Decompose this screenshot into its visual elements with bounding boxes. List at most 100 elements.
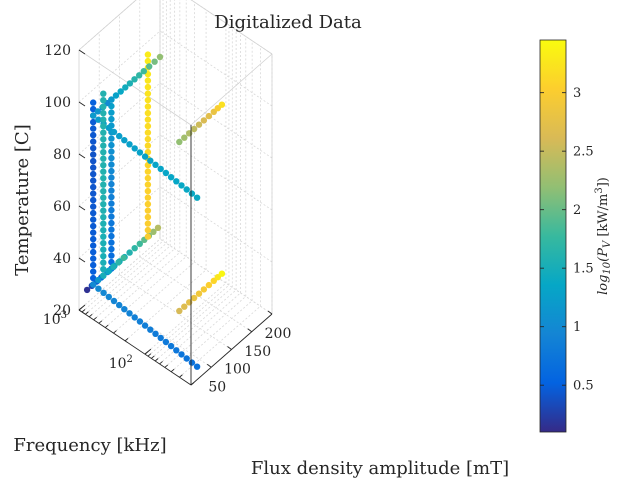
data-point bbox=[90, 170, 97, 178]
grid-line bbox=[159, 82, 273, 159]
y-minor-tick bbox=[124, 338, 129, 342]
data-point bbox=[131, 76, 138, 83]
data-point bbox=[108, 148, 115, 155]
data-point bbox=[108, 174, 115, 181]
data-point bbox=[195, 290, 203, 297]
y-tick-label: 102 bbox=[109, 354, 133, 372]
data-point bbox=[122, 84, 129, 91]
y-minor-tick bbox=[93, 316, 97, 321]
data-point bbox=[105, 293, 113, 301]
series-2 bbox=[90, 99, 97, 288]
x-axis-label: Flux density amplitude [mT] bbox=[251, 458, 509, 479]
x-tick-label: 150 bbox=[244, 344, 271, 360]
data-point bbox=[90, 203, 97, 210]
data-point bbox=[218, 101, 226, 108]
data-point bbox=[90, 216, 97, 223]
axes-box bbox=[78, 0, 273, 314]
box-edge bbox=[78, 49, 192, 126]
data-point bbox=[162, 338, 170, 346]
grid-line bbox=[119, 274, 232, 350]
data-point bbox=[200, 117, 208, 124]
data-point bbox=[144, 181, 152, 188]
data-point bbox=[108, 187, 115, 194]
data-point bbox=[90, 144, 97, 152]
data-point bbox=[100, 168, 107, 175]
chart-title: Digitalized Data bbox=[214, 12, 362, 33]
data-point bbox=[100, 110, 107, 117]
series-9 bbox=[90, 99, 201, 201]
series-11 bbox=[100, 90, 107, 279]
z-tick-label: 120 bbox=[44, 43, 71, 59]
data-point bbox=[90, 164, 97, 171]
grid-line bbox=[93, 248, 175, 321]
data-point bbox=[90, 261, 97, 269]
y-axis-line bbox=[78, 309, 192, 386]
data-point bbox=[147, 157, 154, 164]
y-minor-tick bbox=[147, 353, 152, 357]
data-point bbox=[100, 201, 107, 208]
grid-line bbox=[159, 238, 273, 315]
box-edge bbox=[190, 0, 273, 55]
x-tick bbox=[267, 310, 273, 315]
data-point bbox=[144, 187, 152, 195]
data-point bbox=[144, 207, 152, 214]
grid-layer bbox=[78, 0, 273, 386]
x-tick-label: 50 bbox=[208, 379, 226, 395]
data-point bbox=[108, 167, 115, 175]
data-point bbox=[90, 138, 97, 145]
data-point bbox=[95, 285, 102, 292]
series-5 bbox=[144, 51, 152, 240]
data-point bbox=[156, 53, 164, 61]
y-minor-tick bbox=[154, 358, 159, 362]
data-point bbox=[90, 125, 97, 132]
data-point bbox=[173, 178, 180, 185]
data-point bbox=[120, 254, 127, 262]
data-point bbox=[126, 141, 133, 148]
data-point bbox=[121, 137, 128, 144]
y-minor-tick bbox=[190, 382, 195, 386]
data-point bbox=[146, 63, 153, 70]
grid-line bbox=[151, 287, 233, 359]
data-point bbox=[108, 226, 115, 233]
grid-line bbox=[164, 296, 247, 368]
data-point bbox=[117, 88, 124, 95]
z-tick bbox=[78, 205, 86, 211]
data-point bbox=[136, 240, 143, 247]
data-point bbox=[108, 206, 115, 214]
data-point bbox=[108, 252, 115, 259]
x-tick-label: 200 bbox=[265, 326, 292, 342]
data-point bbox=[100, 103, 107, 110]
data-point bbox=[108, 245, 115, 253]
y-minor-tick bbox=[170, 368, 175, 373]
data-point bbox=[116, 301, 123, 309]
data-point bbox=[100, 220, 107, 227]
data-point bbox=[144, 83, 152, 91]
data-point bbox=[157, 165, 164, 173]
data-point bbox=[167, 174, 175, 181]
data-point bbox=[144, 168, 152, 175]
data-point bbox=[83, 286, 91, 294]
data-point bbox=[90, 131, 97, 139]
data-point bbox=[90, 196, 97, 204]
data-point bbox=[108, 239, 115, 246]
z-tick bbox=[78, 49, 86, 55]
data-point bbox=[144, 51, 152, 58]
data-point bbox=[115, 259, 122, 266]
data-point bbox=[108, 109, 115, 116]
data-point bbox=[90, 183, 97, 191]
data-point bbox=[100, 233, 107, 240]
colorbar-label: log10(PV [kW/m3]) bbox=[594, 177, 613, 295]
z-tick-label: 40 bbox=[53, 251, 71, 267]
data-point bbox=[90, 118, 97, 126]
z-tick bbox=[78, 257, 86, 263]
y-minor-tick bbox=[88, 313, 93, 318]
data-point bbox=[90, 242, 97, 249]
data-point bbox=[144, 57, 152, 65]
data-point bbox=[90, 274, 97, 282]
y-axis-label: Frequency [kHz] bbox=[13, 435, 166, 456]
colorbar-ticks: 0.5 1 1.5 2 2.5 3 bbox=[540, 86, 594, 394]
data-point bbox=[100, 259, 107, 266]
y-tick bbox=[144, 348, 152, 355]
data-point bbox=[144, 90, 152, 97]
data-point bbox=[100, 129, 107, 136]
